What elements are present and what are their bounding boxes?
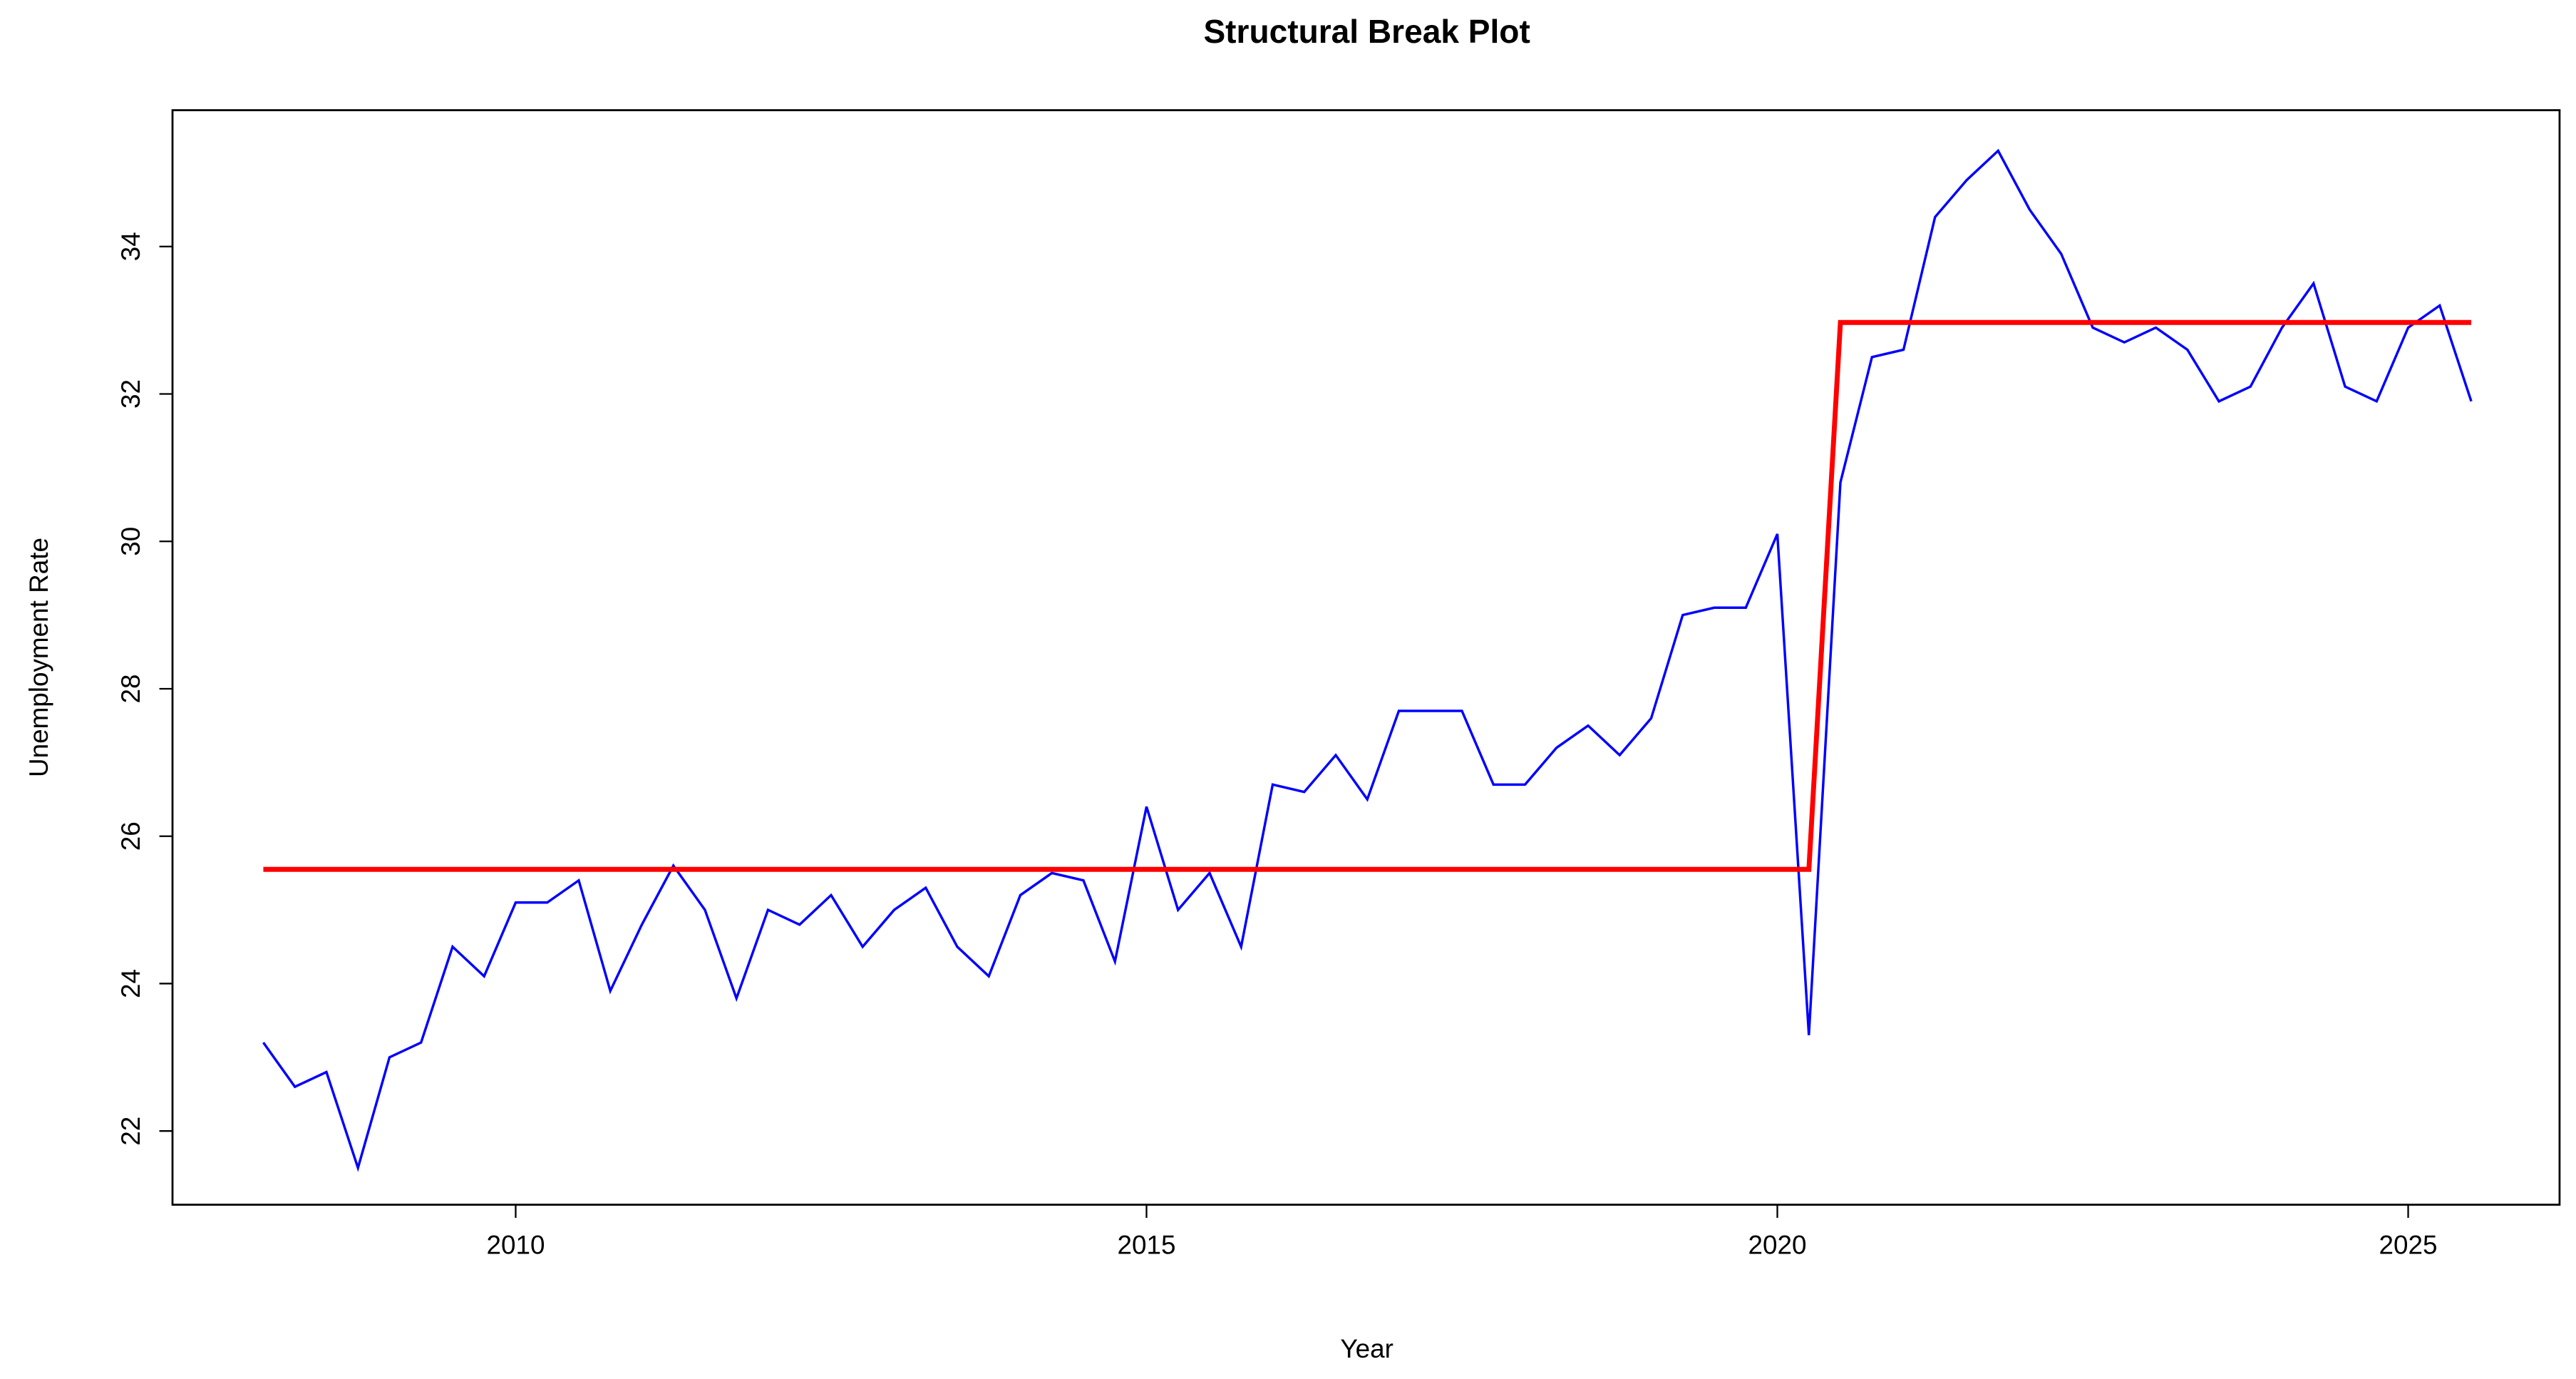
plot-frame — [171, 109, 2561, 1206]
y-tick-label: 32 — [116, 379, 145, 409]
x-tick-label: 2010 — [486, 1231, 545, 1260]
x-tick-label: 2025 — [2379, 1231, 2438, 1260]
y-tick-label: 30 — [116, 527, 145, 556]
y-axis-label: Unemployment Rate — [24, 538, 53, 777]
y-tick-label: 22 — [116, 1117, 145, 1146]
y-tick-label: 24 — [116, 969, 145, 998]
y-tick-label: 28 — [116, 674, 145, 703]
x-axis-label: Year — [1340, 1334, 1393, 1363]
series-line — [263, 319, 2472, 872]
y-tick-label: 26 — [116, 821, 145, 851]
x-tick-label: 2020 — [1748, 1231, 1807, 1260]
y-tick-label: 34 — [116, 232, 145, 261]
chart-title: Structural Break Plot — [1203, 13, 1530, 50]
series-line — [262, 148, 2473, 1172]
x-tick-label: 2015 — [1117, 1231, 1175, 1260]
